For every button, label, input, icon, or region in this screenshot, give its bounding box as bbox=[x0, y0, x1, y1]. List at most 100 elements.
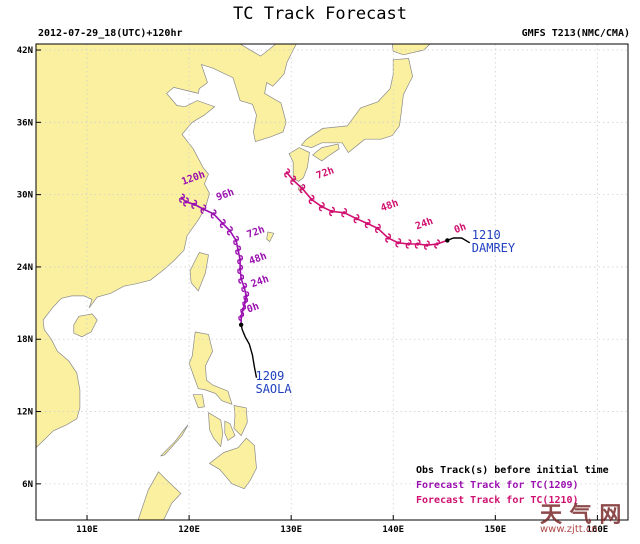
typhoon-symbol-icon bbox=[353, 213, 360, 224]
typhoon-symbol-icon bbox=[414, 239, 421, 249]
typhoon-symbol-eye bbox=[300, 187, 304, 191]
typhoon-symbol-icon bbox=[210, 209, 217, 219]
typhoon-symbol-eye bbox=[244, 294, 248, 298]
typhoon-symbol-arm bbox=[341, 207, 348, 218]
typhoon-symbol-arm bbox=[235, 245, 242, 255]
lon-tick-label: 130E bbox=[280, 525, 302, 535]
typhoon-symbol-arm bbox=[179, 193, 185, 203]
typhoon-symbol-arm bbox=[242, 297, 249, 307]
forecast-time-label: 2012-07-29_18(UTC)+120hr bbox=[38, 28, 183, 39]
typhoon-symbol-eye bbox=[201, 207, 205, 211]
honshu-island bbox=[300, 58, 413, 154]
lon-tick-label: 140E bbox=[382, 525, 404, 535]
cebu-bohol-islands bbox=[224, 420, 236, 442]
lat-tick-label: 6N bbox=[22, 480, 33, 490]
typhoon-symbol-icon bbox=[308, 194, 315, 205]
land-layer bbox=[36, 44, 431, 520]
typhoon-symbol-eye bbox=[354, 217, 359, 221]
typhoon-symbol-eye bbox=[192, 202, 196, 206]
typhoon-symbol-eye bbox=[291, 178, 295, 182]
typhoon-symbol-arm bbox=[191, 199, 198, 210]
obs-track-line bbox=[240, 324, 258, 378]
typhoon-symbol-eye bbox=[238, 258, 242, 262]
typhoon-symbol-eye bbox=[234, 238, 238, 242]
typhoon-symbol-arm bbox=[200, 204, 207, 214]
typhoon-symbol-eye bbox=[320, 205, 324, 209]
mainland-asia bbox=[36, 44, 297, 449]
typhoon-symbol-arm bbox=[290, 175, 297, 185]
typhoon-symbol-arm bbox=[364, 218, 371, 229]
borneo-north bbox=[137, 471, 182, 520]
typhoon-symbol-icon bbox=[226, 226, 233, 236]
mindoro-island bbox=[192, 394, 205, 409]
typhoon-symbol-eye bbox=[184, 200, 188, 204]
typhoon-symbol-arm bbox=[405, 239, 412, 249]
legend: Obs Track(s) before initial time Forecast… bbox=[416, 464, 621, 528]
legend-1209-text: Forecast Track for TC(1209) bbox=[416, 480, 579, 491]
lon-tick-label: 160E bbox=[587, 525, 609, 535]
typhoon-symbol-icon bbox=[364, 218, 371, 229]
typhoon-symbol-icon bbox=[238, 274, 245, 284]
typhoon-symbol-icon bbox=[237, 255, 244, 265]
typhoon-symbol-icon bbox=[423, 240, 430, 250]
typhoon-symbol-icon bbox=[434, 239, 441, 249]
typhoon-symbol-arm bbox=[318, 201, 325, 212]
legend-1210-text: Forecast Track for TC(1210) bbox=[416, 495, 579, 506]
watermark-url: www.zjtt.cn bbox=[540, 524, 598, 535]
typhoon-symbol-eye bbox=[212, 212, 216, 216]
typhoon-symbol-arm bbox=[414, 239, 421, 249]
forecast-hour-label: 0h bbox=[453, 222, 468, 236]
typhoon-symbol-icon bbox=[219, 218, 226, 229]
lat-tick-label: 42N bbox=[17, 46, 33, 56]
typhoon-symbol-arm bbox=[237, 255, 244, 265]
shikoku-island bbox=[312, 143, 340, 162]
typhoon-symbol-icon bbox=[290, 175, 297, 185]
typhoon-symbol-eye bbox=[228, 229, 232, 233]
storm-name-label: SAOLA bbox=[255, 382, 292, 396]
typhoon-symbol-arm bbox=[243, 291, 250, 301]
kyushu-island bbox=[288, 147, 310, 182]
typhoon-symbol-icon bbox=[179, 193, 185, 203]
storm-name-label: DAMREY bbox=[472, 241, 516, 255]
typhoon-symbol-icon bbox=[374, 223, 381, 234]
typhoon-symbol-eye bbox=[330, 209, 334, 214]
typhoon-symbol-eye bbox=[425, 243, 429, 247]
map-frame bbox=[35, 43, 629, 521]
typhoon-symbol-eye bbox=[416, 242, 420, 246]
typhoon-symbol-eye bbox=[243, 300, 247, 304]
typhoon-symbol-eye bbox=[238, 267, 242, 271]
typhoon-symbol-arm bbox=[385, 233, 392, 243]
storm-id-label: 1209 bbox=[255, 369, 284, 383]
typhoon-symbol-eye bbox=[239, 277, 243, 281]
typhoon-symbol-eye bbox=[366, 222, 370, 226]
okinawa-island bbox=[266, 231, 275, 243]
typhoon-symbol-arm bbox=[226, 226, 233, 236]
typhoon-symbol-arm bbox=[284, 168, 291, 178]
typhoon-symbol-icon bbox=[191, 199, 198, 210]
typhoon-symbol-icon bbox=[241, 282, 248, 293]
typhoon-symbol-icon bbox=[243, 291, 250, 301]
lat-tick-label: 36N bbox=[17, 118, 33, 128]
lat-tick-label: 12N bbox=[17, 408, 33, 418]
typhoon-symbol-eye bbox=[180, 196, 184, 200]
typhoon-symbol-icon bbox=[329, 206, 335, 217]
typhoon-symbol-icon bbox=[395, 238, 402, 248]
typhoon-symbol-icon bbox=[284, 168, 291, 178]
typhoon-symbol-arm bbox=[241, 282, 248, 293]
lon-tick-label: 150E bbox=[484, 525, 506, 535]
panay-negros-islands bbox=[208, 412, 224, 448]
typhoon-symbol-eye bbox=[435, 242, 439, 246]
typhoon-symbol-arm bbox=[233, 235, 240, 246]
samar-leyte-islands bbox=[233, 405, 248, 437]
typhoon-symbol-eye bbox=[342, 211, 346, 215]
obs-track-line bbox=[447, 237, 471, 244]
track-initial-point bbox=[445, 238, 450, 243]
watermark-logo: 天 气 网 bbox=[540, 502, 621, 528]
typhoon-symbol-icon bbox=[235, 245, 242, 255]
typhoon-symbol-icon bbox=[200, 204, 207, 214]
legend-obs-text: Obs Track(s) before initial time bbox=[416, 464, 609, 476]
typhoon-symbol-icon bbox=[237, 264, 244, 274]
typhoon-symbol-eye bbox=[396, 241, 400, 245]
typhoon-symbol-arm bbox=[434, 239, 441, 249]
typhoon-symbol-arm bbox=[374, 223, 381, 234]
